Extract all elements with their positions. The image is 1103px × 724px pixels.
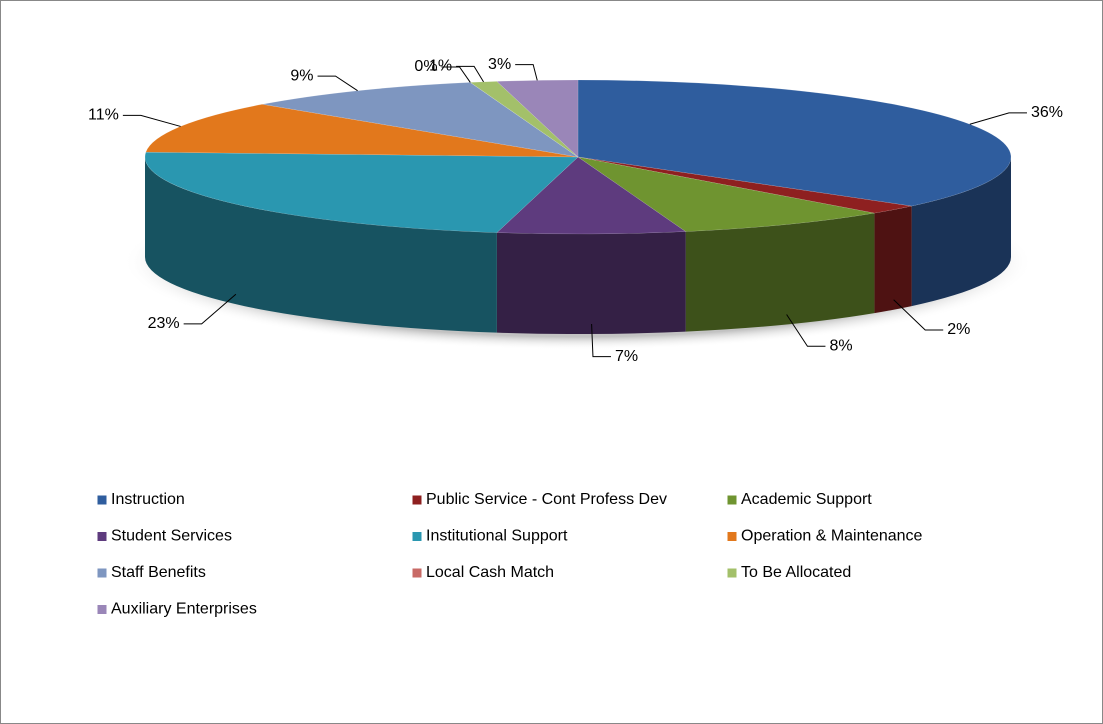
leader-line [893,299,944,331]
legend-label: To Be Allocated [741,564,851,581]
data-label: 0% [414,58,437,75]
data-label: 2% [947,321,970,338]
leader-line [969,112,1027,125]
legend-label: Staff Benefits [111,564,206,581]
data-label: 7% [615,348,638,365]
slice-side [685,213,875,332]
pie-slice [577,156,875,332]
legend-swatch [726,567,738,579]
slice-side [496,231,686,334]
data-label: 3% [488,56,511,73]
legend-swatch [411,531,423,542]
legend-label: Instruction [111,491,185,508]
data-label: 36% [1031,104,1063,121]
legend-swatch [726,494,738,506]
leader-line [591,323,611,358]
slice-top [496,79,579,158]
leader-line [441,66,471,83]
legend-swatch [96,604,108,615]
legend-swatch [96,567,108,579]
legend-swatch [411,567,423,579]
legend-swatch [96,494,108,506]
pie-slice [577,79,1012,307]
slice-top [145,104,579,158]
slice-side [145,157,497,333]
slice-top [144,151,579,233]
leader-line [317,75,358,92]
data-label: 8% [829,337,852,354]
leader-line [183,293,237,325]
legend-label: Local Cash Match [426,564,554,581]
leader-line [122,114,181,127]
legend-label: Operation & Maintenance [741,528,923,545]
leader-line [456,65,484,83]
pie-slice [577,156,912,314]
pie-slice [262,82,579,158]
pie-slice [496,79,579,158]
leader-line [515,64,538,81]
legend-swatch [96,531,108,542]
legend-label: Public Service - Cont Profess Dev [426,491,667,508]
legend-swatch [411,494,423,506]
slice-top [577,156,875,232]
legend-label: Academic Support [741,491,872,508]
slice-top [577,156,912,214]
slice-side [911,157,1011,307]
legend-label: Auxiliary Enterprises [111,601,257,618]
slice-side [874,206,912,314]
data-label: 9% [290,67,313,84]
pie-slice [144,151,579,333]
leader-line [786,314,826,347]
legend-label: Student Services [111,528,232,545]
slice-top [577,79,1012,207]
slice-top [262,82,579,158]
legend-swatch [726,531,738,542]
pie-slice [145,104,579,158]
legend-label: Institutional Support [426,528,568,545]
slice-top [496,156,687,235]
pie-slice [496,156,687,334]
data-label: 23% [148,315,180,332]
data-label: 1% [429,58,452,75]
data-label: 11% [88,107,119,124]
